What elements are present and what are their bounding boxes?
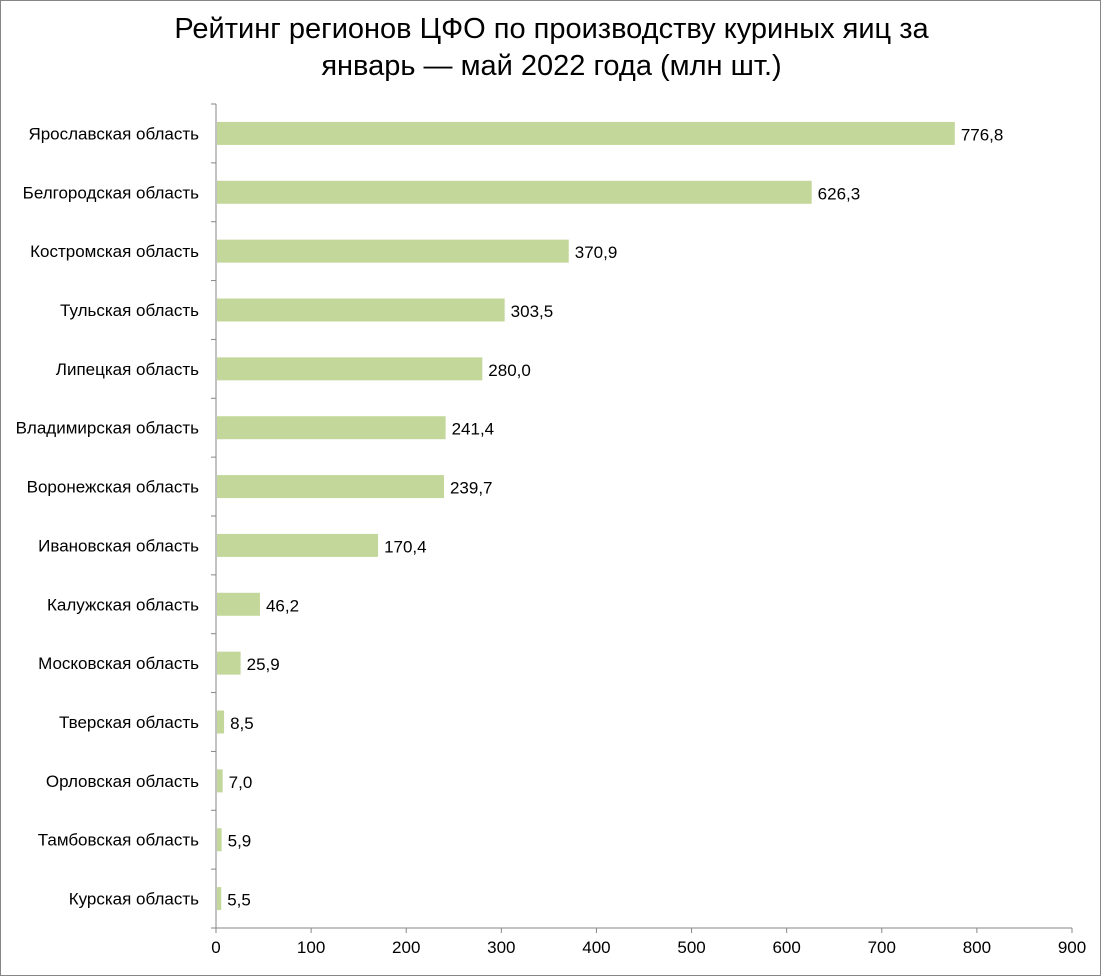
category-label: Воронежская область	[27, 478, 200, 497]
data-label: 25,9	[247, 655, 280, 674]
bar	[217, 180, 812, 204]
data-label: 170,4	[384, 537, 427, 556]
data-label: 239,7	[450, 479, 493, 498]
data-label: 5,5	[227, 891, 251, 910]
data-label: 370,9	[575, 243, 618, 262]
category-label: Калужская область	[47, 595, 199, 614]
category-label: Ярославская область	[28, 124, 199, 143]
x-tick-label: 800	[963, 938, 991, 957]
category-label: Ивановская область	[38, 536, 199, 555]
category-label: Костромская область	[30, 242, 199, 261]
chart-title: Рейтинг регионов ЦФО по производству кур…	[1, 11, 1101, 85]
bar	[217, 357, 483, 381]
bar	[217, 828, 222, 852]
bar	[217, 769, 223, 793]
bar	[217, 592, 260, 616]
x-tick-label: 300	[487, 938, 515, 957]
data-label: 7,0	[229, 773, 253, 792]
x-tick-label: 100	[297, 938, 325, 957]
category-label: Тамбовская область	[38, 831, 199, 850]
chart-title-line-1: Рейтинг регионов ЦФО по производству кур…	[174, 13, 929, 45]
category-label: Липецкая область	[56, 360, 199, 379]
data-label: 46,2	[266, 596, 299, 615]
bar	[217, 651, 241, 675]
data-label: 8,5	[230, 714, 254, 733]
category-label: Владимирская область	[16, 419, 200, 438]
category-label: Белгородская область	[23, 183, 199, 202]
x-tick-label: 400	[582, 938, 610, 957]
x-tick-label: 0	[211, 938, 220, 957]
data-label: 5,9	[228, 832, 252, 851]
bar	[217, 710, 225, 734]
bar	[217, 475, 444, 499]
data-label: 280,0	[488, 361, 531, 380]
data-label: 303,5	[511, 302, 554, 321]
x-tick-label: 700	[868, 938, 896, 957]
category-label: Тульская область	[60, 301, 199, 320]
category-label: Московская область	[38, 654, 199, 673]
x-tick-label: 600	[772, 938, 800, 957]
data-label: 241,4	[452, 420, 495, 439]
chart-title-line-2: январь — май 2022 года (млн шт.)	[321, 50, 782, 82]
x-tick-label: 200	[392, 938, 420, 957]
data-label: 776,8	[961, 125, 1004, 144]
data-label: 626,3	[818, 184, 861, 203]
bar	[217, 416, 446, 440]
bar	[217, 239, 569, 263]
category-label: Орловская область	[46, 772, 199, 791]
bar	[217, 121, 955, 145]
x-tick-label: 900	[1058, 938, 1086, 957]
category-label: Курская область	[69, 890, 199, 909]
bar	[217, 533, 379, 557]
bar	[217, 298, 505, 322]
bar	[217, 887, 222, 911]
x-tick-label: 500	[677, 938, 705, 957]
category-label: Тверская область	[59, 713, 199, 732]
